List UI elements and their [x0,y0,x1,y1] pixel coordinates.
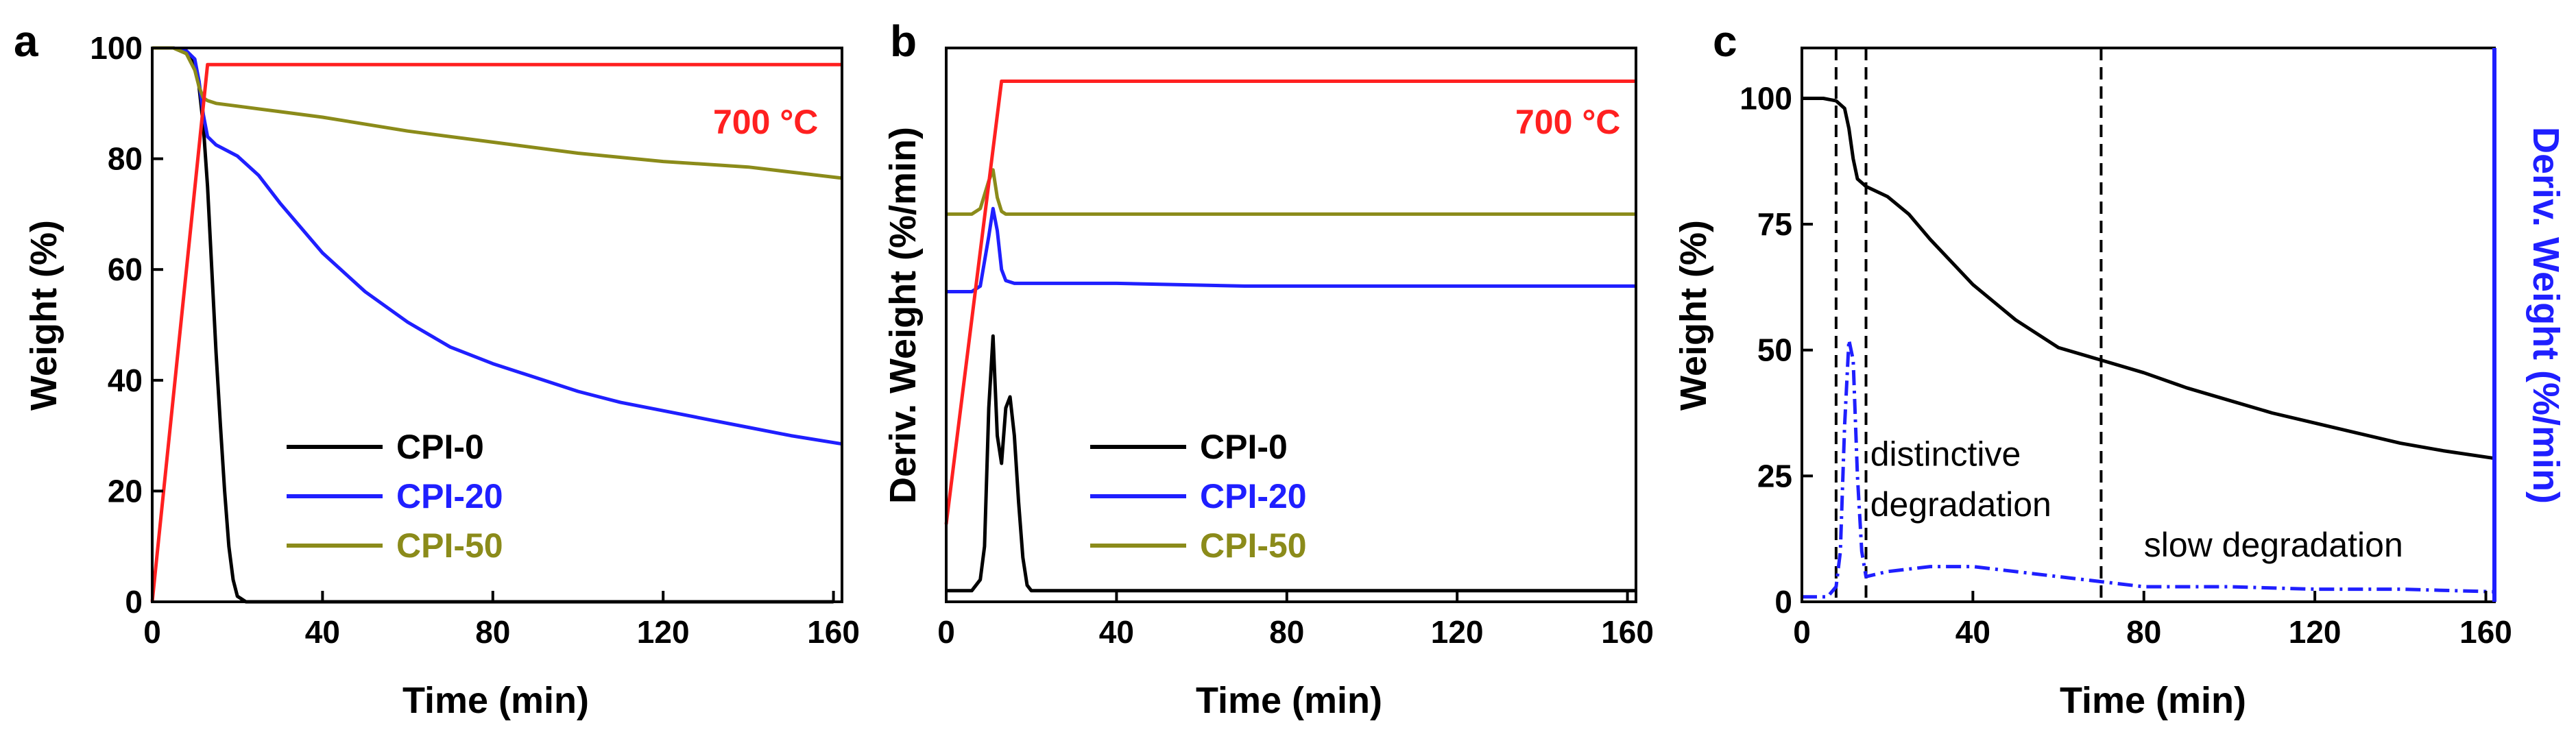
panel-c-xlabel: Time (min) [2060,680,2246,721]
panel-c-annotation-slow-degradation: slow degradation [2144,526,2403,564]
panel-a-temperature-label: 700 °C [713,103,818,141]
panel-c-annotation-distinctive: distinctive [1870,435,2021,474]
panel-b-ylabel: Deriv. Weight (%/min) [882,127,924,504]
panel-a-label: a [14,16,38,66]
panel-b-temperature-label: 700 °C [1515,103,1620,141]
panel-a-xtick-label: 0 [143,614,161,650]
panel-c-ytick-label: 25 [1757,458,1792,494]
panel-b-series-cpi-20 [946,206,1636,293]
panel-a-xtick-label: 80 [475,614,510,650]
panel-a-ylabel: Weight (%) [23,220,64,411]
panel-b-legend-label-cpi-0: CPI-0 [1200,428,1288,466]
panel-c-ylabel-right: Deriv. Weight (%/min) [2525,127,2566,504]
panel-c-ytick-label: 75 [1757,206,1792,242]
panel-b-plot-frame [945,47,1637,603]
panel-a-ytick-label: 40 [108,363,143,398]
panel-b-label: b [890,16,917,66]
panel-c-series-weight [1802,97,2495,461]
panel-a-series-cpi-50 [152,46,843,180]
panel-c-annotation-degradation: degradation [1870,485,2051,524]
panel-c-ytick-label: 100 [1740,80,1792,116]
panel-c-label: c [1713,16,1737,66]
panel-c-ytick-label: 50 [1757,332,1792,368]
panel-c-xtick-label: 160 [2459,614,2512,650]
panel-b-legend-label-cpi-20: CPI-20 [1200,477,1307,515]
panel-a-legend-label-cpi-50: CPI-50 [396,526,503,565]
panel-b-series-temperature [944,80,1636,525]
panel-a-series-temperature [150,62,842,602]
panel-c: c Weight (%) Deriv. Weight (%/min) Time … [1673,16,2566,721]
panel-a-plot-frame [151,47,843,603]
panel-c-ylabel-left: Weight (%) [1673,220,1714,411]
panel-a-ytick-label: 80 [108,141,143,177]
panel-a-xlabel: Time (min) [402,680,589,721]
panel-a-legend-label-cpi-20: CPI-20 [396,477,503,515]
panel-a-ytick-label: 60 [108,252,143,287]
panel-a-legend-label-cpi-0: CPI-0 [396,428,484,466]
panel-b-series-cpi-50 [946,168,1636,216]
panel-a-ytick-label: 0 [125,584,143,620]
panel-b-xtick-label: 0 [937,614,955,650]
panel-b-xtick-label: 40 [1099,614,1134,650]
panel-b-xtick-label: 120 [1431,614,1484,650]
panel-a-ytick-label: 20 [108,473,143,509]
panel-a: a 700 °C Weight (%) Time (min) 0 40 80 120 1… [14,16,860,721]
panel-a-xtick-label: 40 [305,614,340,650]
panel-c-xtick-label: 120 [2289,614,2342,650]
panel-b-legend: CPI-0 CPI-20 CPI-50 [1090,428,1307,565]
panel-b-legend-label-cpi-50: CPI-50 [1200,526,1307,565]
panel-a-legend: CPI-0 CPI-20 CPI-50 [287,428,503,565]
panel-b-series-cpi-0 [946,334,1636,593]
panel-a-xtick-label: 160 [807,614,860,650]
panel-c-xtick-label: 80 [2126,614,2161,650]
panel-c-ytick-label: 0 [1774,584,1792,620]
panel-b-xtick-label: 80 [1269,614,1304,650]
panel-b-xtick-label: 160 [1601,614,1654,650]
panel-c-xtick-label: 40 [1955,614,1990,650]
panel-c-series-deriv-weight [1802,338,2495,599]
panel-b: b 700 °C Deriv. Weight (%/min) Time (min… [882,16,1654,721]
panel-a-ytick-label: 100 [90,30,143,66]
panel-c-xtick-label: 0 [1793,614,1811,650]
panel-b-xlabel: Time (min) [1196,680,1382,721]
panel-a-xtick-label: 120 [637,614,690,650]
